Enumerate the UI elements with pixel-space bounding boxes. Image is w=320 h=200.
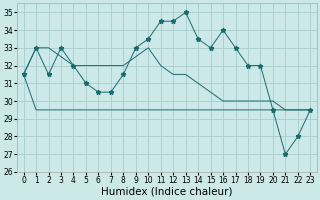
X-axis label: Humidex (Indice chaleur): Humidex (Indice chaleur) bbox=[101, 187, 233, 197]
